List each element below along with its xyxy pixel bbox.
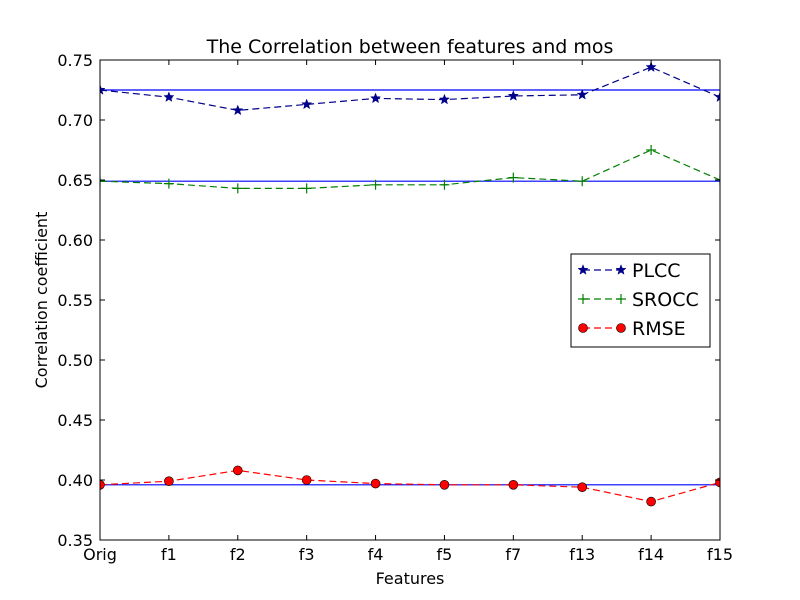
- data-point-plcc-f4: [369, 92, 382, 104]
- data-point-rmse-f7: [508, 479, 519, 490]
- x-tick-label: f13: [569, 545, 595, 564]
- legend-label-plcc: PLCC: [632, 260, 681, 282]
- data-point-rmse-f14: [646, 496, 656, 507]
- x-tick-label: f1: [161, 545, 177, 564]
- data-point-plcc-f13: [576, 88, 588, 100]
- data-point-rmse-orig: [100, 480, 105, 490]
- x-axis-label: Features: [376, 569, 445, 588]
- y-axis-label: Correlation coefficient: [32, 212, 51, 389]
- data-point-plcc-f15: [714, 91, 720, 102]
- data-point-srocc-f5: [439, 179, 450, 190]
- series-line-plcc: [100, 66, 720, 112]
- y-tick-label: 0.45: [57, 411, 93, 430]
- series-line-rmse: [100, 469, 720, 503]
- legend-label-rmse: RMSE: [632, 318, 686, 340]
- y-tick-label: 0.70: [57, 111, 93, 130]
- data-point-plcc-f14: [645, 61, 657, 72]
- data-point-srocc-orig: [100, 176, 105, 187]
- data-layer: [100, 61, 720, 507]
- data-point-srocc-f4: [370, 179, 381, 190]
- x-tick-label: f15: [707, 545, 733, 564]
- data-point-srocc-f7: [508, 172, 519, 183]
- data-point-srocc-f14: [646, 145, 657, 155]
- y-tick-label: 0.75: [57, 51, 93, 70]
- x-tick-label: Orig: [83, 545, 117, 564]
- x-tick-label: f3: [299, 545, 315, 564]
- data-point-plcc-f5: [438, 93, 451, 105]
- data-point-rmse-f13: [577, 482, 588, 493]
- legend-marker-plcc: [615, 264, 627, 275]
- data-point-plcc-f2: [232, 104, 244, 116]
- data-point-plcc-f1: [163, 91, 175, 102]
- legend-marker-srocc: [616, 294, 626, 304]
- y-tick-label: 0.65: [57, 171, 93, 190]
- data-point-rmse-f3: [301, 475, 312, 485]
- legend: PLCC SROCC RMSE: [570, 253, 711, 348]
- y-tick-label: 0.50: [57, 351, 93, 370]
- x-tick-label: f14: [638, 545, 664, 564]
- data-point-plcc-orig: [100, 84, 106, 95]
- y-tick-label: 0.55: [57, 291, 93, 310]
- legend-marker-rmse: [616, 323, 626, 333]
- data-point-plcc-f3: [301, 98, 313, 110]
- legend-marker-plcc: [577, 264, 589, 275]
- y-tick-label: 0.60: [57, 231, 93, 250]
- data-point-rmse-f4: [370, 478, 381, 489]
- legend-marker-rmse: [578, 323, 588, 333]
- data-point-srocc-f13: [577, 176, 588, 187]
- data-point-rmse-f1: [164, 476, 174, 487]
- x-tick-label: f4: [368, 545, 384, 564]
- legend-label-srocc: SROCC: [632, 289, 699, 311]
- data-point-plcc-f7: [507, 90, 519, 101]
- plot-area: 0.35 0.40 0.45 0.50 0.55 0.60 0.65 0.70 0.75 Orig…: [57, 51, 733, 564]
- data-point-srocc-f2: [232, 183, 243, 194]
- series-line-srocc: [100, 149, 720, 189]
- x-tick-label: f7: [505, 545, 521, 564]
- chart-title: The Correlation between features and mos: [206, 36, 614, 58]
- x-tick-label: f5: [437, 545, 453, 564]
- y-tick-label: 0.40: [57, 471, 93, 490]
- legend-marker-srocc: [578, 294, 588, 304]
- data-point-rmse-f5: [439, 479, 450, 490]
- y-tick-label: 0.35: [57, 531, 93, 550]
- data-point-srocc-f3: [301, 183, 312, 194]
- data-point-rmse-f2: [232, 465, 243, 476]
- data-point-srocc-f1: [163, 178, 174, 189]
- x-tick-label: f2: [230, 545, 246, 564]
